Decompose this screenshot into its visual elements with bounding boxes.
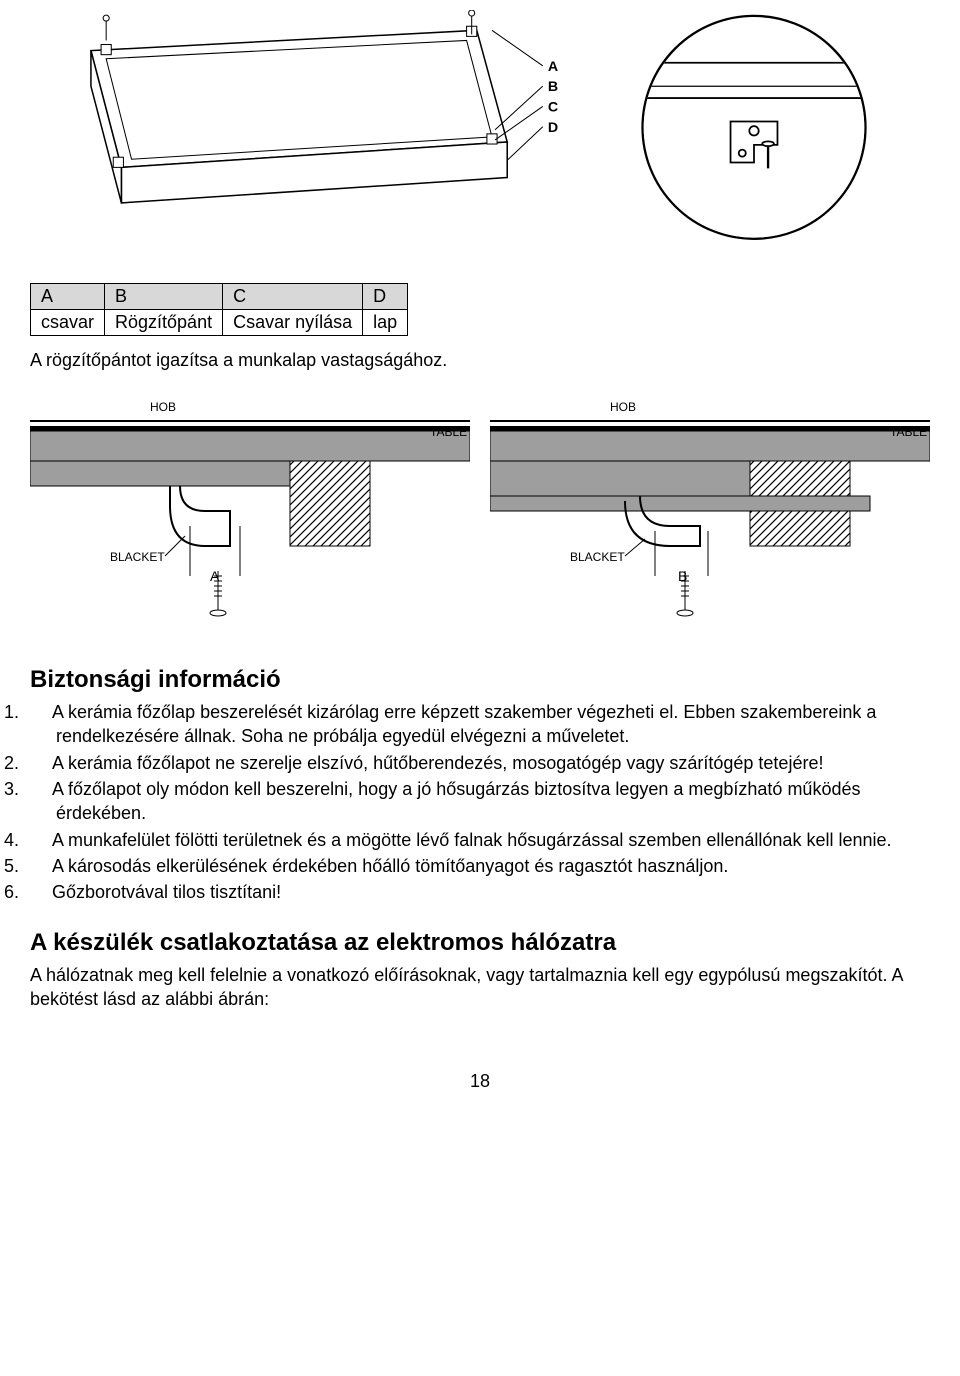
cross-section-row: HOB TABLE BLACKET A <box>30 381 930 646</box>
hob-top-svg: A B C D <box>30 10 558 233</box>
cs-a-bracket-label: BLACKET <box>110 550 165 564</box>
safety-item-4: 4.A munkafelület fölötti területnek és a… <box>30 828 930 852</box>
cross-section-a-svg: HOB TABLE BLACKET A <box>30 381 470 641</box>
safety-item-2: 2.A kerámia főzőlapot ne szerelje elszív… <box>30 751 930 775</box>
legend-cell-d: lap <box>363 310 408 336</box>
safety-item-6-text: Gőzborotvával tilos tisztítani! <box>52 882 281 902</box>
safety-item-3-text: A főzőlapot oly módon kell beszerelni, h… <box>52 779 860 823</box>
bracket-detail-svg <box>578 10 930 268</box>
legend-table: A B C D csavar Rögzítőpánt Csavar nyílás… <box>30 283 408 336</box>
safety-info-heading: Biztonsági információ <box>30 666 930 694</box>
top-figure-row: A B C D <box>30 10 930 273</box>
safety-item-5-text: A károsodás elkerülésének érdekében hőál… <box>52 856 728 876</box>
legend-header-b: B <box>105 284 223 310</box>
figure-bracket-detail <box>578 10 930 273</box>
cross-section-b-svg: HOB TABLE BLACKET B <box>490 381 930 641</box>
legend-header-d: D <box>363 284 408 310</box>
legend-cell-a: csavar <box>31 310 105 336</box>
cs-b-hob-label: HOB <box>610 400 636 414</box>
hob-label-b: B <box>548 79 558 95</box>
hob-label-d: D <box>548 120 558 136</box>
safety-item-1: 1.A kerámia főzőlap beszerelését kizáról… <box>30 700 930 749</box>
figure-cross-section-b: HOB TABLE BLACKET B <box>490 381 930 646</box>
safety-item-2-text: A kerámia főzőlapot ne szerelje elszívó,… <box>52 753 823 773</box>
legend-cell-b: Rögzítőpánt <box>105 310 223 336</box>
safety-item-4-text: A munkafelület fölötti területnek és a m… <box>52 830 892 850</box>
cs-b-bracket-label: BLACKET <box>570 550 625 564</box>
hob-label-a: A <box>548 59 558 75</box>
cs-a-table-label: TABLE <box>430 425 467 439</box>
page-number: 18 <box>30 1071 930 1092</box>
safety-item-3: 3.A főzőlapot oly módon kell beszerelni,… <box>30 777 930 826</box>
hob-label-c: C <box>548 100 558 116</box>
cs-a-hob-label: HOB <box>150 400 176 414</box>
connection-heading: A készülék csatlakoztatása az elektromos… <box>30 929 930 957</box>
cs-b-table-label: TABLE <box>890 425 927 439</box>
connection-paragraph: A hálózatnak meg kell felelnie a vonatko… <box>30 963 930 1012</box>
cs-a-variant-label: A <box>210 568 220 584</box>
legend-header-a: A <box>31 284 105 310</box>
bracket-adjust-instruction: A rögzítőpántot igazítsa a munkalap vast… <box>30 350 930 371</box>
safety-item-5: 5.A károsodás elkerülésének érdekében hő… <box>30 854 930 878</box>
safety-item-1-text: A kerámia főzőlap beszerelését kizárólag… <box>52 702 876 746</box>
figure-hob-top-view: A B C D <box>30 10 558 238</box>
safety-item-6: 6.Gőzborotvával tilos tisztítani! <box>30 880 930 904</box>
legend-cell-c: Csavar nyílása <box>223 310 363 336</box>
legend-header-c: C <box>223 284 363 310</box>
safety-info-list: 1.A kerámia főzőlap beszerelését kizáról… <box>30 700 930 904</box>
cs-b-variant-label: B <box>678 568 687 584</box>
figure-cross-section-a: HOB TABLE BLACKET A <box>30 381 470 646</box>
